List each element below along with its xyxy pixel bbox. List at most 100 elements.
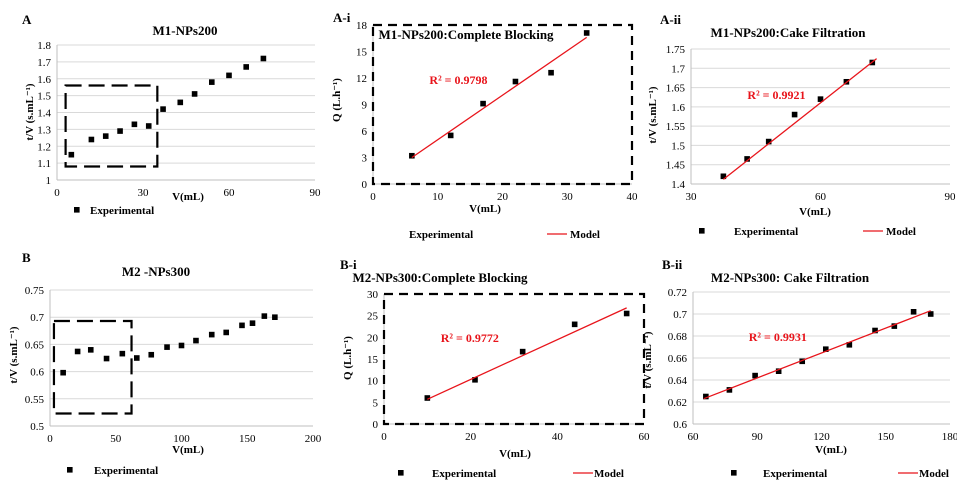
data-point	[74, 348, 81, 355]
y-tick-label: 18	[356, 20, 368, 32]
legend-marker-experimental	[731, 470, 737, 476]
legend-label-experimental: Experimental	[409, 229, 473, 241]
y-tick-label: 0.66	[668, 353, 688, 365]
legend-label-model: Model	[594, 468, 624, 480]
y-tick-label: 1.75	[666, 44, 686, 56]
r-squared-annotation: R² = 0.9931	[749, 330, 807, 344]
legend-label-model: Model	[919, 468, 949, 480]
legend-label-model: Model	[570, 229, 600, 241]
data-point	[872, 327, 878, 334]
data-point	[703, 393, 709, 400]
data-point	[226, 72, 232, 79]
y-tick-label: 1.3	[37, 124, 51, 136]
y-tick-label: 1.8	[37, 40, 51, 52]
model-fit-line	[722, 58, 878, 180]
x-tick-label: 30	[686, 191, 698, 203]
x-tick-label: 40	[552, 431, 564, 443]
data-point	[720, 173, 727, 180]
x-tick-label: 100	[173, 433, 190, 445]
legend-marker-experimental	[398, 470, 404, 476]
data-point	[103, 355, 110, 362]
y-tick-label: 1.5	[37, 91, 51, 103]
data-point	[726, 387, 733, 393]
chart-panel-a-ii: A-ii M1-NPs200:Cake Filtration 1.4 1.45 1.5 1…	[647, 12, 956, 238]
legend-label-experimental: Experimental	[734, 226, 798, 238]
x-tick-label: 90	[752, 431, 764, 443]
data-point	[117, 128, 123, 134]
y-tick-label: 0.62	[668, 397, 687, 409]
panel-letter: A-i	[333, 10, 351, 25]
y-tick-label: 1.7	[671, 63, 685, 75]
y-tick-label: 1.55	[666, 121, 686, 133]
y-tick-label: 0	[362, 179, 368, 191]
data-point	[177, 99, 184, 106]
y-tick-label: 5	[373, 397, 379, 409]
model-fit-line	[703, 310, 931, 400]
y-axis-label: t/V (s.mL⁻¹)	[8, 326, 20, 384]
x-tick-label: 200	[305, 433, 322, 445]
y-tick-label: 0.65	[25, 339, 45, 351]
y-tick-label: 0.72	[668, 287, 687, 299]
y-axis-label: Q (L.h⁻¹)	[331, 78, 343, 122]
x-tick-label: 30	[138, 187, 150, 199]
data-point	[891, 323, 898, 329]
legend-label-experimental: Experimental	[763, 468, 827, 480]
data-point	[131, 121, 138, 128]
y-tick-label: 0.5	[30, 421, 44, 433]
data-point	[160, 106, 166, 112]
data-point	[88, 136, 95, 143]
data-point	[191, 91, 198, 97]
chart-title: M1-NPs200:Cake Filtration	[711, 25, 867, 40]
data-point	[60, 369, 66, 376]
data-point	[571, 321, 578, 328]
dashed-frame	[371, 23, 634, 186]
x-axis-label: V(mL)	[815, 444, 847, 456]
data-point	[817, 96, 824, 102]
x-tick-label: 150	[878, 431, 895, 443]
y-tick-label: 0.64	[668, 375, 688, 387]
x-tick-label: 0	[47, 433, 53, 445]
x-tick-label: 0	[381, 431, 387, 443]
x-tick-label: 90	[310, 187, 322, 199]
data-point	[178, 342, 185, 349]
data-point	[87, 347, 94, 353]
data-point	[209, 79, 215, 85]
y-tick-label: 6	[362, 126, 368, 138]
y-tick-label: 15	[356, 47, 368, 59]
x-tick-label: 60	[815, 191, 827, 203]
data-point	[243, 64, 249, 70]
y-tick-label: 3	[362, 153, 368, 165]
y-tick-label: 0.75	[25, 285, 45, 297]
data-point	[752, 372, 758, 379]
y-axis-label: Q (L.h⁻¹)	[342, 336, 354, 380]
data-point	[846, 342, 853, 348]
data-point	[102, 133, 109, 139]
data-point	[68, 151, 75, 158]
legend-label-experimental: Experimental	[94, 465, 158, 477]
y-tick-label: 1.6	[671, 102, 685, 114]
y-tick-label: 25	[367, 311, 379, 323]
y-tick-label: 0	[373, 419, 379, 431]
data-point	[249, 320, 256, 326]
chart-panel-b: B M2 -NPs300 0.5 0.55 0.6 0.65 0.7 0.75 0 50 100 15…	[8, 250, 322, 477]
data-point	[145, 123, 152, 129]
chart-title: M2 -NPs300	[122, 264, 190, 279]
y-tick-label: 12	[356, 73, 367, 85]
y-tick-label: 0.6	[673, 419, 687, 431]
data-point	[623, 310, 630, 317]
panel-letter: A	[22, 12, 32, 27]
r-squared-annotation: R² = 0.9921	[747, 88, 805, 102]
y-tick-label: 1.4	[671, 179, 685, 191]
legend-marker-experimental	[699, 228, 705, 234]
y-tick-label: 0.6	[30, 367, 44, 379]
x-tick-label: 60	[688, 431, 700, 443]
data-point	[548, 69, 554, 76]
highlight-box	[52, 319, 133, 415]
y-axis-label: t/V (s.mL⁻¹)	[647, 86, 659, 144]
data-point	[261, 313, 268, 319]
x-tick-label: 150	[239, 433, 256, 445]
chart-title: M1-NPs200	[153, 23, 218, 38]
data-point	[512, 78, 519, 85]
x-tick-label: 90	[945, 191, 957, 203]
